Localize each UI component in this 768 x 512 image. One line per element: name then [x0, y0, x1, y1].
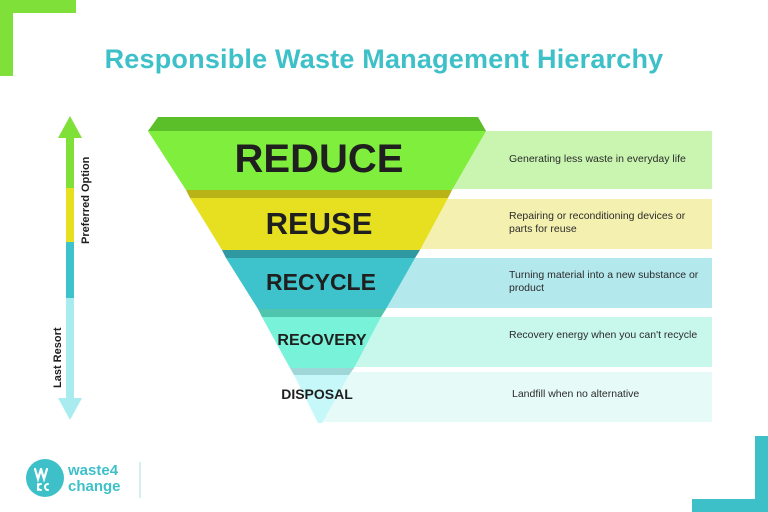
- tier-label-recycle: RECYCLE: [266, 269, 376, 295]
- tier-description-disposal: Landfill when no alternative: [512, 388, 640, 400]
- axis-label-preferred: Preferred Option: [80, 156, 92, 244]
- tier-label-recovery: RECOVERY: [277, 332, 367, 349]
- tier-band-disposal: [320, 372, 712, 422]
- tier-shape-disposal: [294, 375, 349, 423]
- tier-shape-reduce-face: [148, 131, 486, 190]
- tier-label-reuse: REUSE: [265, 206, 373, 241]
- logo-text-line1: waste4: [68, 462, 119, 479]
- tier-shape-reuse-top: [186, 190, 452, 198]
- tier-band-recycle: [380, 258, 712, 308]
- tier-shape-recovery: [262, 317, 381, 368]
- corner-decoration-top-left: [0, 0, 76, 76]
- tier-band-recovery: [350, 317, 712, 367]
- tier-shape-reuse: [190, 198, 448, 250]
- tier-shape-recovery-top: [258, 309, 386, 317]
- tier-description-recycle: Turning material into a new substance or…: [509, 269, 699, 294]
- tier-shape-recycle: [226, 258, 415, 309]
- preference-arrow: [58, 116, 82, 420]
- tier-description-reuse: Repairing or reconditioning devices or p…: [509, 210, 686, 235]
- arrow-head-down: [58, 398, 82, 420]
- arrow-head-up: [58, 116, 82, 138]
- logo-text-line2: change: [68, 478, 121, 495]
- tier-shape-recycle-top: [222, 250, 420, 258]
- tier-band-reuse: [410, 199, 712, 249]
- tier-shape-disposal-top: [290, 368, 354, 375]
- corner-decoration-bottom-right: [692, 436, 768, 512]
- tier-description-recovery: Recovery energy when you can't recycle: [509, 329, 698, 341]
- axis-label-last-resort: Last Resort: [52, 327, 64, 388]
- tier-description-reduce: Generating less waste in everyday life: [509, 153, 686, 165]
- page-title: Responsible Waste Management Hierarchy: [104, 44, 664, 74]
- logo-divider: [139, 462, 141, 498]
- tier-label-reduce: REDUCE: [234, 137, 404, 181]
- tier-shape-reduce: [148, 117, 486, 131]
- waste4change-logo-icon: [26, 459, 64, 497]
- tier-label-disposal: DISPOSAL: [281, 386, 353, 402]
